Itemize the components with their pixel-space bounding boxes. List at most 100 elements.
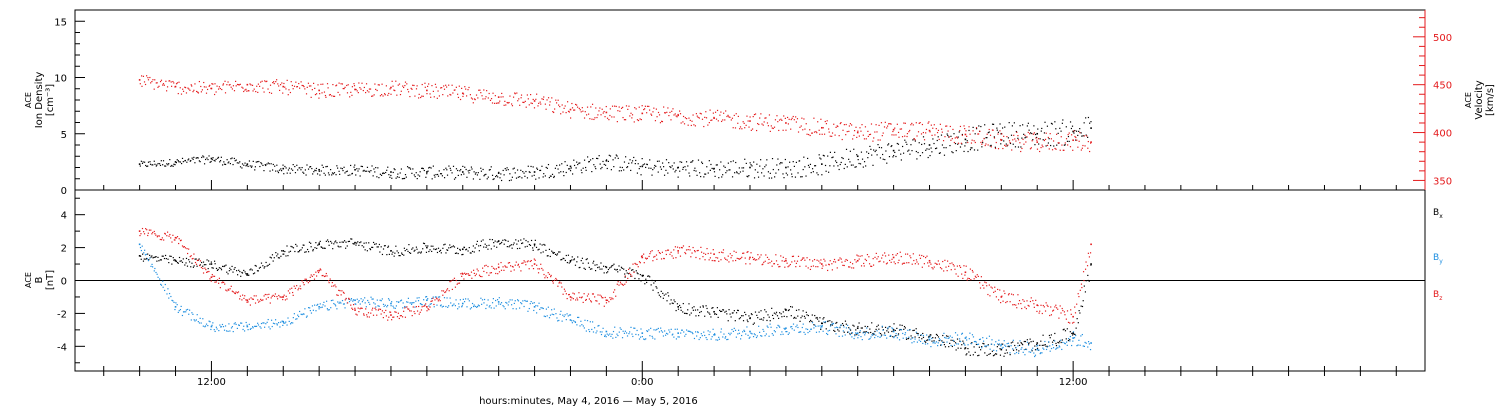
bx-sample bbox=[576, 261, 578, 263]
density-sample bbox=[526, 177, 529, 179]
density-sample bbox=[515, 177, 518, 179]
bz-sample bbox=[465, 273, 467, 275]
velocity-sample bbox=[459, 98, 462, 101]
density-sample bbox=[248, 160, 251, 162]
bx-sample bbox=[677, 308, 680, 310]
bz-sample bbox=[219, 287, 221, 289]
bz-sample bbox=[444, 291, 446, 294]
density-axis-title: ACE Ion Density [cm⁻³] bbox=[24, 72, 56, 129]
density-sample bbox=[914, 140, 916, 142]
velocity-sample bbox=[567, 110, 570, 112]
density-sample bbox=[654, 164, 656, 167]
density-sample bbox=[387, 166, 389, 168]
by-sample bbox=[209, 321, 211, 323]
bx-sample bbox=[768, 316, 770, 318]
bz-sample bbox=[794, 260, 796, 262]
by-sample bbox=[714, 334, 716, 336]
by-sample bbox=[639, 336, 642, 338]
bz-sample bbox=[795, 266, 797, 268]
velocity-sample bbox=[641, 105, 643, 107]
velocity-sample bbox=[1050, 138, 1053, 140]
density-sample bbox=[710, 163, 712, 166]
bx-sample bbox=[582, 262, 584, 264]
bz-sample bbox=[382, 317, 384, 319]
density-tick-label: 10 bbox=[54, 74, 67, 85]
velocity-sample bbox=[986, 133, 988, 135]
velocity-sample bbox=[638, 106, 640, 108]
velocity-sample bbox=[327, 87, 329, 89]
by-point bbox=[318, 306, 320, 308]
velocity-sample bbox=[935, 128, 937, 130]
velocity-sample bbox=[835, 126, 837, 128]
by-sample bbox=[848, 331, 850, 333]
by-sample bbox=[555, 313, 557, 315]
velocity-sample bbox=[661, 120, 664, 123]
density-sample bbox=[214, 160, 216, 162]
bz-sample bbox=[433, 303, 435, 306]
by-sample bbox=[851, 336, 853, 338]
bx-sample bbox=[763, 317, 765, 319]
density-sample bbox=[701, 161, 703, 163]
bx-sample bbox=[355, 242, 358, 244]
velocity-sample bbox=[932, 127, 934, 129]
by-sample bbox=[511, 304, 513, 306]
bz-sample bbox=[1033, 306, 1035, 308]
bx-sample bbox=[465, 248, 468, 250]
bz-sample bbox=[403, 310, 405, 312]
bx-sample bbox=[783, 315, 785, 317]
by-sample bbox=[797, 326, 799, 329]
bz-sample bbox=[470, 271, 473, 273]
velocity-sample bbox=[228, 84, 230, 86]
bz-sample bbox=[805, 265, 807, 267]
bx-sample bbox=[152, 257, 154, 259]
by-sample bbox=[754, 334, 756, 336]
density-sample bbox=[575, 167, 577, 169]
density-sample bbox=[1081, 135, 1083, 137]
by-sample bbox=[283, 322, 285, 324]
by-sample bbox=[763, 330, 765, 332]
bz-point bbox=[1036, 304, 1039, 306]
density-sample bbox=[507, 169, 509, 171]
by-sample bbox=[607, 334, 610, 336]
by-sample bbox=[1049, 350, 1051, 352]
bx-sample bbox=[264, 266, 266, 268]
density-sample bbox=[980, 125, 982, 128]
bz-sample bbox=[1058, 317, 1060, 319]
density-sample bbox=[488, 169, 490, 171]
bz-sample bbox=[335, 286, 337, 288]
bx-sample bbox=[656, 287, 658, 289]
bz-sample bbox=[511, 265, 514, 268]
bx-sample bbox=[771, 307, 773, 309]
bz-sample bbox=[847, 266, 850, 268]
density-sample bbox=[505, 169, 507, 171]
bx-sample bbox=[150, 256, 152, 258]
density-sample bbox=[928, 148, 930, 150]
velocity-sample bbox=[1032, 133, 1034, 135]
by-sample bbox=[517, 300, 520, 302]
velocity-sample bbox=[963, 125, 965, 127]
velocity-sample bbox=[320, 83, 322, 85]
by-sample bbox=[643, 338, 645, 340]
bx-sample bbox=[594, 269, 597, 272]
x-tick-label: 12:00 bbox=[197, 377, 226, 388]
bx-sample bbox=[418, 251, 420, 253]
velocity-sample bbox=[377, 84, 379, 86]
velocity-sample bbox=[584, 111, 586, 113]
by-sample bbox=[1012, 348, 1014, 350]
velocity-sample bbox=[878, 124, 880, 127]
velocity-sample bbox=[172, 80, 174, 83]
by-sample bbox=[255, 325, 258, 327]
by-sample bbox=[815, 331, 818, 333]
by-sample bbox=[177, 311, 179, 314]
velocity-sample bbox=[1001, 133, 1003, 135]
bx-sample bbox=[577, 256, 579, 258]
bz-sample bbox=[419, 311, 421, 313]
by-sample bbox=[1037, 344, 1039, 347]
velocity-sample bbox=[788, 118, 790, 120]
bx-sample bbox=[793, 317, 795, 319]
velocity-sample bbox=[437, 90, 439, 92]
velocity-sample bbox=[659, 122, 662, 124]
bx-sample bbox=[754, 311, 757, 313]
bx-sample bbox=[700, 310, 702, 313]
density-sample bbox=[882, 153, 884, 156]
